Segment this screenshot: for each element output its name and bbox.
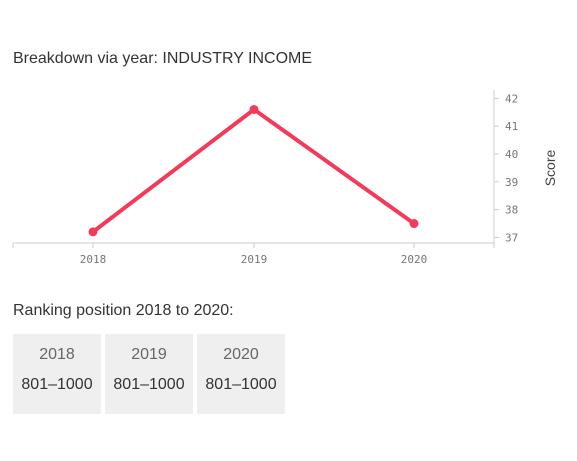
series-line bbox=[91, 107, 416, 234]
ranking-box-2018: 2018 801–1000 bbox=[13, 334, 101, 414]
x-tick-label: 2019 bbox=[241, 253, 268, 266]
ranking-value: 801–1000 bbox=[113, 376, 185, 393]
ranking-value: 801–1000 bbox=[205, 376, 277, 393]
chart-axes: 2018 2019 2020 37 38 39 40 41 42 bbox=[12, 90, 518, 266]
y-tick-label: 39 bbox=[505, 176, 518, 189]
y-tick-label: 42 bbox=[505, 92, 518, 105]
ranking-title: Ranking position 2018 to 2020: bbox=[13, 302, 234, 319]
x-tick-label: 2018 bbox=[80, 253, 107, 266]
y-tick-label: 38 bbox=[505, 204, 518, 217]
data-point bbox=[88, 227, 98, 237]
data-point bbox=[249, 104, 259, 114]
y-tick-label: 40 bbox=[505, 148, 518, 161]
ranking-year: 2019 bbox=[131, 346, 167, 363]
line-chart: 2018 2019 2020 37 38 39 40 41 42 Score bbox=[12, 90, 558, 266]
chart-marks bbox=[88, 104, 419, 237]
ranking-year: 2018 bbox=[39, 346, 75, 363]
ranking-boxes: 2018 801–1000 2019 801–1000 2020 801–100… bbox=[13, 334, 285, 414]
chart-title: Breakdown via year: INDUSTRY INCOME bbox=[13, 50, 313, 67]
ranking-box-2019: 2019 801–1000 bbox=[105, 334, 193, 414]
y-tick-label: 41 bbox=[505, 120, 518, 133]
ranking-year: 2020 bbox=[223, 346, 259, 363]
ranking-value: 801–1000 bbox=[21, 376, 93, 393]
data-point bbox=[409, 219, 419, 229]
ranking-box-2020: 2020 801–1000 bbox=[197, 334, 285, 414]
y-tick-label: 37 bbox=[505, 231, 518, 244]
y-axis-label: Score bbox=[542, 150, 558, 187]
x-tick-label: 2020 bbox=[401, 253, 428, 266]
